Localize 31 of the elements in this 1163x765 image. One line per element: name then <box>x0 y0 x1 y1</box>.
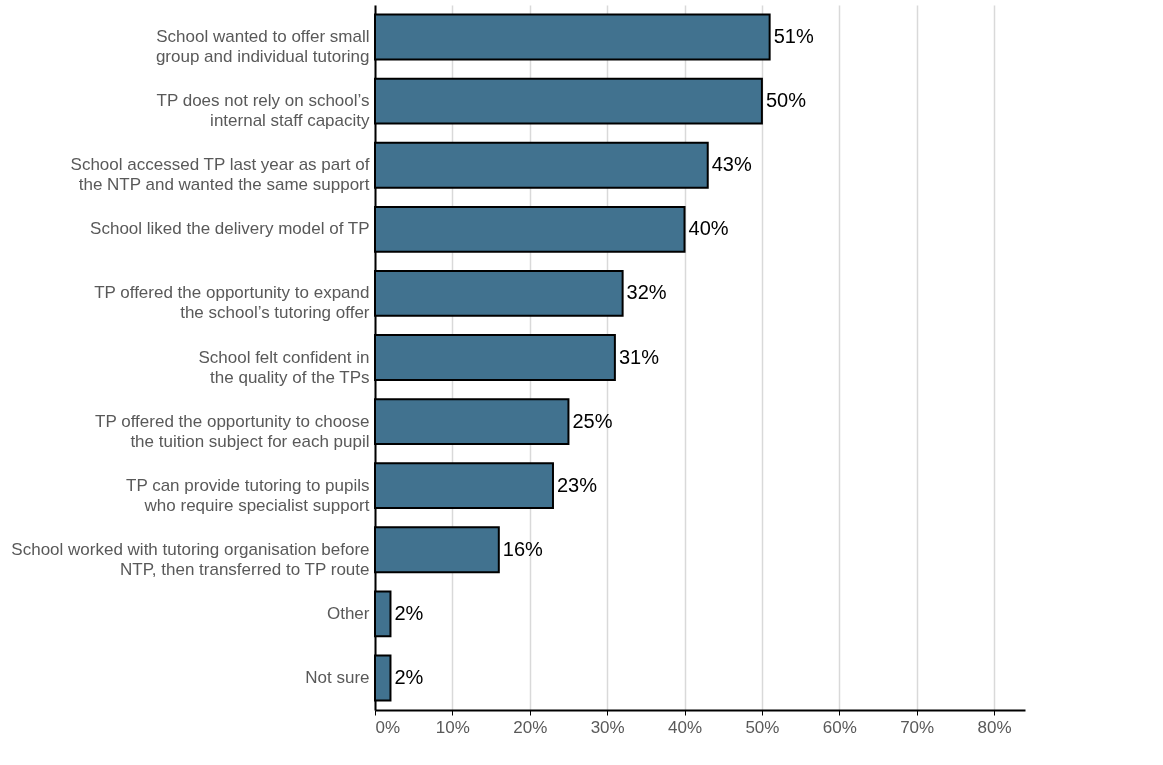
data-label: 16% <box>502 537 544 560</box>
y-tick-label: School liked the delivery model of TP <box>90 219 370 239</box>
y-tick-label: School felt confident in the quality of the TPs <box>198 347 370 387</box>
data-label: 51% <box>773 25 814 48</box>
data-label: 43% <box>711 153 752 176</box>
y-tick-label: TP does not rely on school’s internal staff capacity <box>156 91 370 131</box>
y-tick-label: School accessed TP last year as part of the NTP and wanted the same support <box>70 155 370 195</box>
data-label: 25% <box>572 409 613 432</box>
data-label: 2% <box>394 601 424 624</box>
y-tick-label: TP offered the opportunity to expand the school’s tutoring offer <box>94 283 370 323</box>
y-tick-label: TP offered the opportunity to choose the tuition subject for each pupil <box>95 411 370 451</box>
y-tick-label: Not sure <box>305 667 370 687</box>
data-label: 32% <box>626 281 667 304</box>
y-tick-label: School worked with tutoring organisation before NTP, then transferred to TP route <box>11 539 370 579</box>
x-tick-label: 0% <box>375 717 401 737</box>
data-label: 40% <box>688 217 729 240</box>
data-label: 2% <box>394 665 424 688</box>
x-tick-label: 60% <box>822 717 857 737</box>
x-tick-label: 70% <box>900 717 935 737</box>
y-tick-label: School wanted to offer small group and individual tutoring <box>155 27 370 67</box>
x-tick-label: 80% <box>977 717 1012 737</box>
y-tick-label: TP can provide tutoring to pupils who require specialist support <box>126 475 370 515</box>
x-tick-label: 50% <box>745 717 780 737</box>
data-label: 50% <box>765 89 807 112</box>
y-tick-label: Other <box>326 603 370 623</box>
data-label: 31% <box>618 345 660 368</box>
x-tick-label: 30% <box>590 717 625 737</box>
x-tick-label: 20% <box>513 717 548 737</box>
x-tick-label: 40% <box>668 717 703 737</box>
data-label: 23% <box>556 473 598 496</box>
x-tick-label: 10% <box>435 717 470 737</box>
